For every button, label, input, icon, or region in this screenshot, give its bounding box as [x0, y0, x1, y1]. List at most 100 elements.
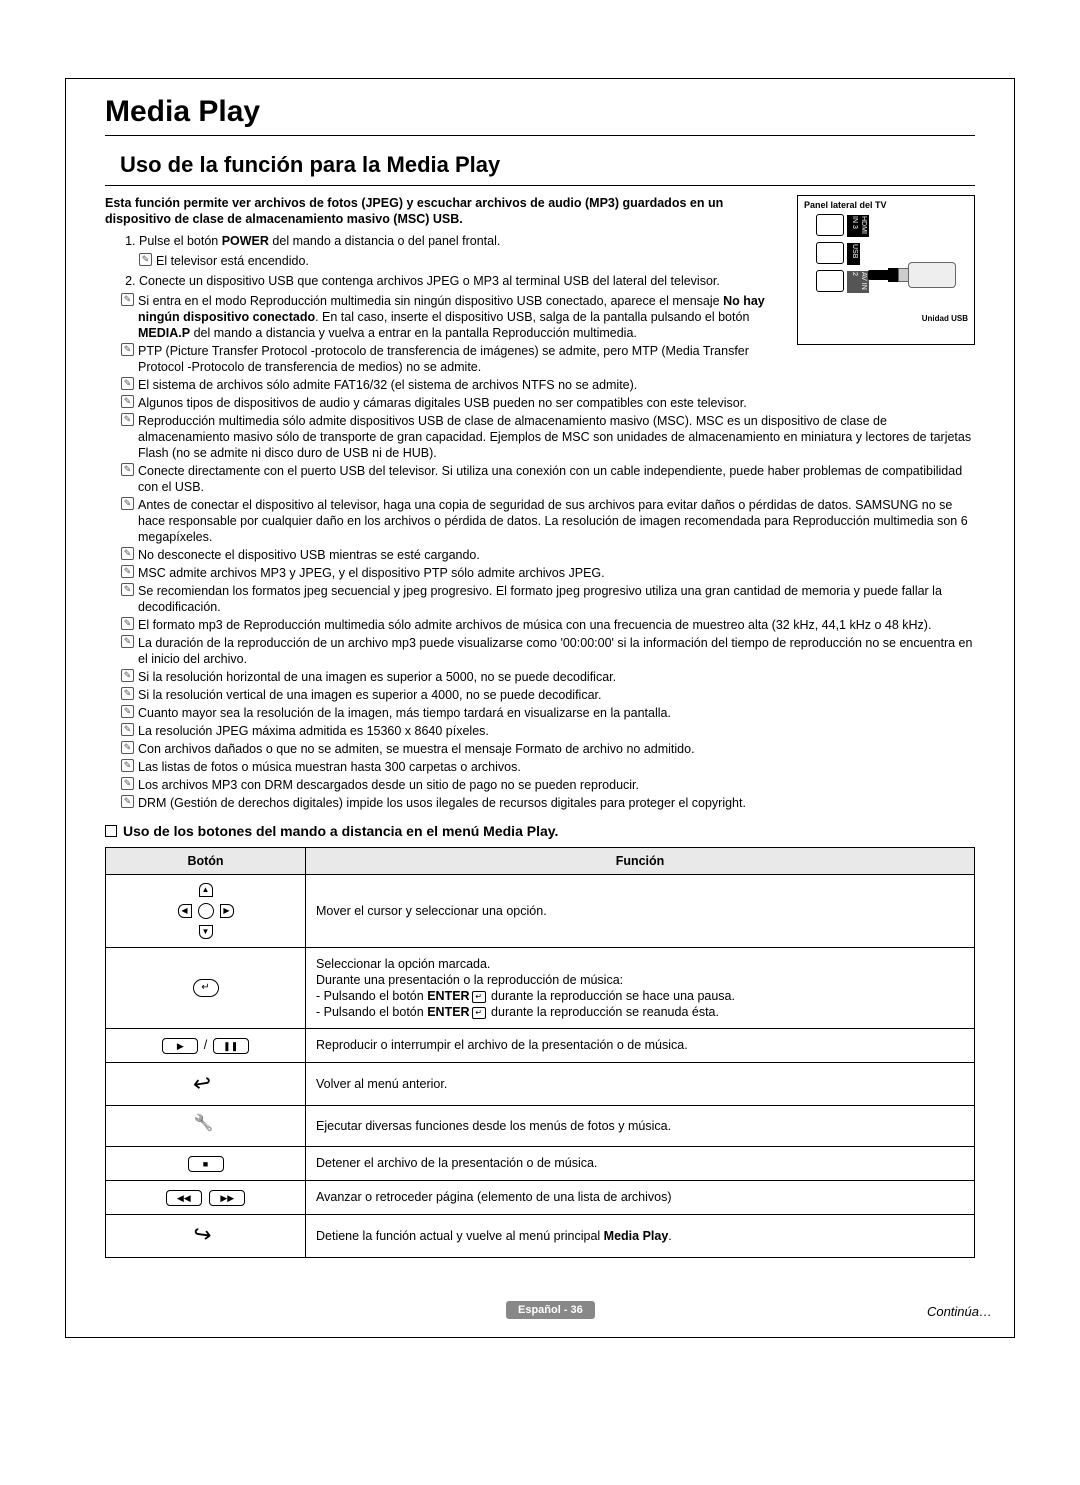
col-button: Botón: [106, 847, 306, 874]
table-row: Ejecutar diversas funciones desde los me…: [106, 1105, 975, 1146]
note-icon: ✎: [121, 741, 134, 754]
divider-2: [105, 185, 975, 186]
steps-list: Pulse el botón POWER del mando a distanc…: [139, 233, 789, 289]
function-cell: Detiene la función actual y vuelve al me…: [306, 1214, 975, 1257]
port-usb: USB: [816, 242, 844, 264]
note-text: MSC admite archivos MP3 y JPEG, y el dis…: [138, 565, 975, 581]
intro-text: Esta función permite ver archivos de fot…: [105, 195, 785, 227]
note-text: Con archivos dañados o que no se admiten…: [138, 741, 975, 757]
section-subtitle: Uso de la función para la Media Play: [120, 152, 500, 178]
note-text: Cuanto mayor sea la resolución de la ima…: [138, 705, 975, 721]
note-row: ✎ El sistema de archivos sólo admite FAT1…: [121, 377, 975, 393]
function-cell: Reproducir o interrumpir el archivo de l…: [306, 1028, 975, 1062]
note-text: PTP (Picture Transfer Protocol -protocol…: [138, 343, 781, 375]
note-row: ✎ Se recomiendan los formatos jpeg secuen…: [121, 583, 975, 615]
page-footer: Español - 36: [506, 1301, 595, 1319]
note-row: ✎ DRM (Gestión de derechos digitales) imp…: [121, 795, 975, 811]
note-row: ✎ Los archivos MP3 con DRM descargados de…: [121, 777, 975, 793]
col-function: Función: [306, 847, 975, 874]
note-row: ✎Las listas de fotos o música muestran h…: [121, 759, 975, 775]
note-icon: ✎: [121, 395, 134, 408]
note-text: La resolución JPEG máxima admitida es 15…: [138, 723, 975, 739]
button-cell: [106, 1105, 306, 1146]
function-cell: Seleccionar la opción marcada.Durante un…: [306, 947, 975, 1028]
note-text: La duración de la reproducción de un arc…: [138, 635, 975, 667]
table-row: Volver al menú anterior.: [106, 1062, 975, 1105]
note-text: Si la resolución vertical de una imagen …: [138, 687, 975, 703]
note-icon: ✎: [121, 635, 134, 648]
note-icon: ✎: [121, 547, 134, 560]
table-heading: Uso de los botones del mando a distancia…: [105, 823, 975, 841]
button-cell: ↵: [106, 947, 306, 1028]
step-1-text: Pulse el botón POWER del mando a distanc…: [139, 234, 500, 248]
note-row: ✎ Algunos tipos de dispositivos de audio …: [121, 395, 975, 411]
note-row: ✎ Con archivos dañados o que no se admite…: [121, 741, 975, 757]
note-text: Conecte directamente con el puerto USB d…: [138, 463, 975, 495]
note-row: ✎ Conecte directamente con el puerto USB …: [121, 463, 975, 495]
function-cell: Avanzar o retroceder página (elemento de…: [306, 1180, 975, 1214]
note-row: ✎ No desconecte el dispositivo USB mientr…: [121, 547, 975, 563]
note-row: ✎ Si entra en el modo Reproducción multim…: [121, 293, 781, 341]
function-cell: Detener el archivo de la presentación o …: [306, 1146, 975, 1180]
note-text: Antes de conectar el dispositivo al tele…: [138, 497, 975, 545]
tv-side-panel-diagram: Panel lateral del TV HDMI IN 3 USB AV IN…: [797, 195, 975, 345]
note-icon: ✎: [121, 687, 134, 700]
step-2-text: Conecte un dispositivo USB que contenga …: [139, 274, 720, 288]
note-icon: ✎: [121, 617, 134, 630]
note-row: ✎Cuanto mayor sea la resolución de la im…: [121, 705, 975, 721]
step-1-note: El televisor está encendido.: [156, 253, 789, 269]
note-icon: ✎: [121, 723, 134, 736]
note-icon: ✎: [121, 497, 134, 510]
note-row: ✎ Si la resolución horizontal de una imag…: [121, 669, 975, 685]
note-row: ✎ La resolución JPEG máxima admitida es 1…: [121, 723, 975, 739]
note-icon: ✎: [121, 293, 134, 306]
note-row: ✎ La duración de la reproducción de un ar…: [121, 635, 975, 667]
note-icon: ✎: [139, 253, 152, 266]
table-row: Detiene la función actual y vuelve al me…: [106, 1214, 975, 1257]
note-icon: ✎: [121, 565, 134, 578]
note-icon: ✎: [121, 463, 134, 476]
port-av: AV IN 2: [816, 270, 844, 292]
note-icon: ✎: [121, 583, 134, 596]
note-text: El formato mp3 de Reproducción multimedi…: [138, 617, 975, 633]
note-icon: ✎: [121, 777, 134, 790]
table-row: ▶ / ❚❚Reproducir o interrumpir el archiv…: [106, 1028, 975, 1062]
note-icon: ✎: [121, 795, 134, 808]
notes-list: ✎ Si entra en el modo Reproducción multim…: [105, 293, 975, 811]
note-icon: ✎: [121, 377, 134, 390]
button-cell: [106, 1214, 306, 1257]
checkbox-icon: [105, 825, 117, 837]
note-text: No desconecte el dispositivo USB mientra…: [138, 547, 975, 563]
button-cell: ▲▼◀▶: [106, 874, 306, 947]
note-text: Si la resolución horizontal de una image…: [138, 669, 975, 685]
table-row: ↵Seleccionar la opción marcada.Durante u…: [106, 947, 975, 1028]
note-icon: ✎: [121, 669, 134, 682]
side-panel-title: Panel lateral del TV: [804, 200, 887, 212]
step-2: Conecte un dispositivo USB que contenga …: [139, 273, 789, 289]
note-text: Reproducción multimedia sólo admite disp…: [138, 413, 975, 461]
content-area: Panel lateral del TV HDMI IN 3 USB AV IN…: [105, 195, 975, 1258]
note-text: Si entra en el modo Reproducción multime…: [138, 293, 781, 341]
note-icon: ✎: [121, 343, 134, 356]
button-cell: ▶ / ❚❚: [106, 1028, 306, 1062]
table-row: ◀◀ ▶▶Avanzar o retroceder página (elemen…: [106, 1180, 975, 1214]
function-cell: Mover el cursor y seleccionar una opción…: [306, 874, 975, 947]
port-stack: HDMI IN 3 USB AV IN 2: [816, 214, 852, 298]
button-cell: [106, 1062, 306, 1105]
note-text: Algunos tipos de dispositivos de audio y…: [138, 395, 975, 411]
note-row: ✎ Si la resolución vertical de una imagen…: [121, 687, 975, 703]
note-row: ✎ PTP (Picture Transfer Protocol -protoco…: [121, 343, 781, 375]
note-text: El sistema de archivos sólo admite FAT16…: [138, 377, 975, 393]
page-title: Media Play: [105, 95, 260, 129]
note-text: DRM (Gestión de derechos digitales) impi…: [138, 795, 975, 811]
note-icon: ✎: [121, 759, 134, 772]
usb-device-label: Unidad USB: [922, 314, 968, 324]
usb-device-icon: [868, 262, 958, 288]
note-row: ✎ El formato mp3 de Reproducción multimed…: [121, 617, 975, 633]
note-row: ✎ MSC admite archivos MP3 y JPEG, y el di…: [121, 565, 975, 581]
note-icon: ✎: [121, 413, 134, 426]
note-text: Los archivos MP3 con DRM descargados des…: [138, 777, 975, 793]
remote-buttons-table: Botón Función ▲▼◀▶Mover el cursor y sele…: [105, 847, 975, 1258]
note-text: Se recomiendan los formatos jpeg secuenc…: [138, 583, 975, 615]
table-row: ▲▼◀▶Mover el cursor y seleccionar una op…: [106, 874, 975, 947]
